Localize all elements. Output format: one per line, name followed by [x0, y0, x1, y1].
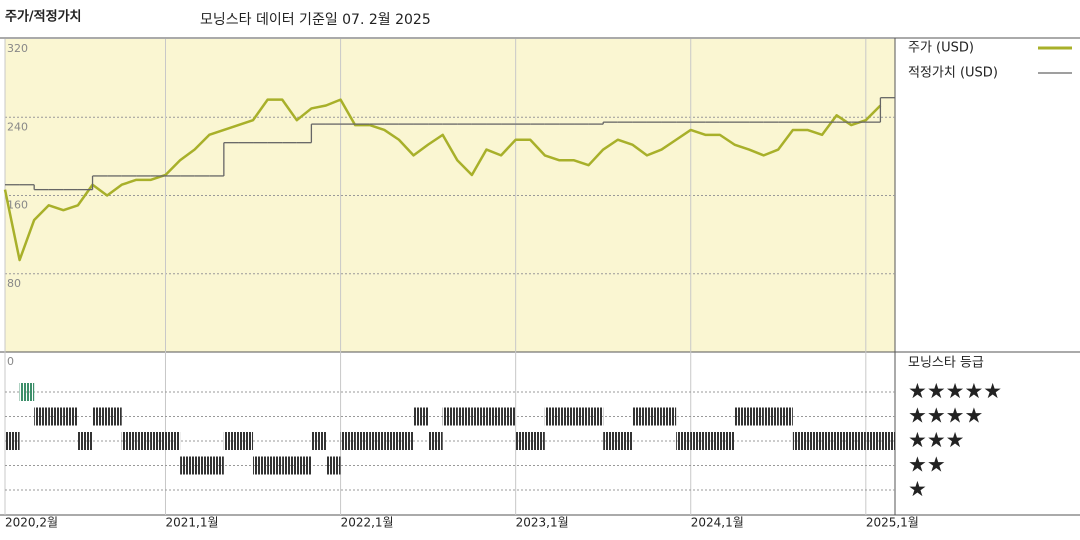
y-tick-label: 160: [7, 199, 28, 212]
x-tick-label: 2021,1월: [165, 516, 218, 530]
rating-bar: [501, 407, 516, 426]
rating-bar: [253, 456, 268, 475]
y-tick-label: 80: [7, 277, 21, 290]
rating-bar: [194, 456, 210, 475]
rating-bar: [223, 432, 239, 450]
rating-bar: [34, 407, 49, 426]
rating-bar: [851, 432, 866, 450]
x-tick-label: 2024,1월: [691, 516, 744, 530]
rating-bar: [92, 407, 108, 426]
rating-bar: [48, 407, 64, 426]
rating-bar: [676, 432, 691, 450]
rating-level-label: ★★★★★: [908, 379, 1002, 403]
rating-level-label: ★★★: [908, 428, 964, 452]
rating-bar: [267, 456, 283, 475]
x-tick-label: 2022,1월: [341, 516, 394, 530]
rating-bar: [325, 456, 341, 475]
rating-bar: [559, 407, 575, 426]
rating-bar: [398, 432, 414, 450]
rating-bar: [515, 432, 531, 450]
x-tick-label: 2023,1월: [516, 516, 569, 530]
rating-bar: [121, 432, 137, 450]
rating-bar: [836, 432, 852, 450]
rating-level-label: ★★★★: [908, 404, 983, 428]
rating-bar: [486, 407, 502, 426]
rating-bar: [63, 407, 78, 426]
rating-bar: [632, 407, 647, 426]
rating-bar: [428, 432, 443, 450]
rating-bar: [150, 432, 166, 450]
rating-bar: [530, 432, 545, 450]
rating-level-label: ★: [908, 477, 927, 501]
rating-bar: [661, 407, 677, 426]
rating-bar: [705, 432, 720, 450]
rating-bar: [384, 432, 399, 450]
rating-bar: [340, 432, 356, 450]
rating-bar: [355, 432, 370, 450]
rating-bar: [369, 432, 385, 450]
rating-bar: [209, 456, 224, 475]
legend-label: 적정가치 (USD): [908, 66, 998, 81]
rating-bar: [719, 432, 735, 450]
chart-subtitle: 모닝스타 데이터 기준일 07. 2월 2025: [200, 12, 431, 28]
rating-bar: [165, 432, 181, 450]
rating-bar: [749, 407, 764, 426]
rating-bar: [778, 407, 793, 426]
rating-title: 모닝스타 등급: [908, 356, 984, 371]
rating-bar: [457, 407, 472, 426]
y-tick-label: 0: [7, 355, 14, 368]
rating-bar: [792, 432, 808, 450]
rating-bar: [311, 432, 326, 450]
rating-bar: [690, 432, 706, 450]
rating-bar: [617, 432, 633, 450]
rating-bar: [19, 383, 35, 401]
rating-bar: [238, 432, 254, 450]
rating-bar: [603, 432, 618, 450]
rating-bar: [442, 407, 458, 426]
rating-bar: [5, 432, 20, 450]
rating-bar: [282, 456, 297, 475]
x-tick-label: 2025,1월: [866, 516, 919, 530]
rating-bar: [180, 456, 195, 475]
rating-bar: [471, 407, 487, 426]
rating-bar: [136, 432, 151, 450]
rating-bar: [822, 432, 837, 450]
rating-bar: [763, 407, 779, 426]
legend-label: 주가 (USD): [908, 41, 974, 56]
rating-bar: [77, 432, 93, 450]
rating-bar: [588, 407, 604, 426]
chart-title: 주가/적정가치: [5, 9, 82, 25]
rating-bar: [574, 407, 589, 426]
price-line: [3, 98, 882, 262]
x-tick-label: 2020,2월: [5, 516, 58, 530]
rating-bar: [646, 407, 662, 426]
rating-bar: [413, 407, 429, 426]
rating-bar: [880, 432, 895, 450]
rating-bar: [734, 407, 750, 426]
rating-level-label: ★★: [908, 453, 946, 477]
rating-bar: [544, 407, 560, 426]
y-tick-label: 320: [7, 42, 28, 55]
rating-bar: [107, 407, 122, 426]
rating-bar: [865, 432, 881, 450]
rating-bar: [807, 432, 823, 450]
y-tick-label: 240: [7, 120, 28, 133]
rating-bar: [296, 456, 312, 475]
